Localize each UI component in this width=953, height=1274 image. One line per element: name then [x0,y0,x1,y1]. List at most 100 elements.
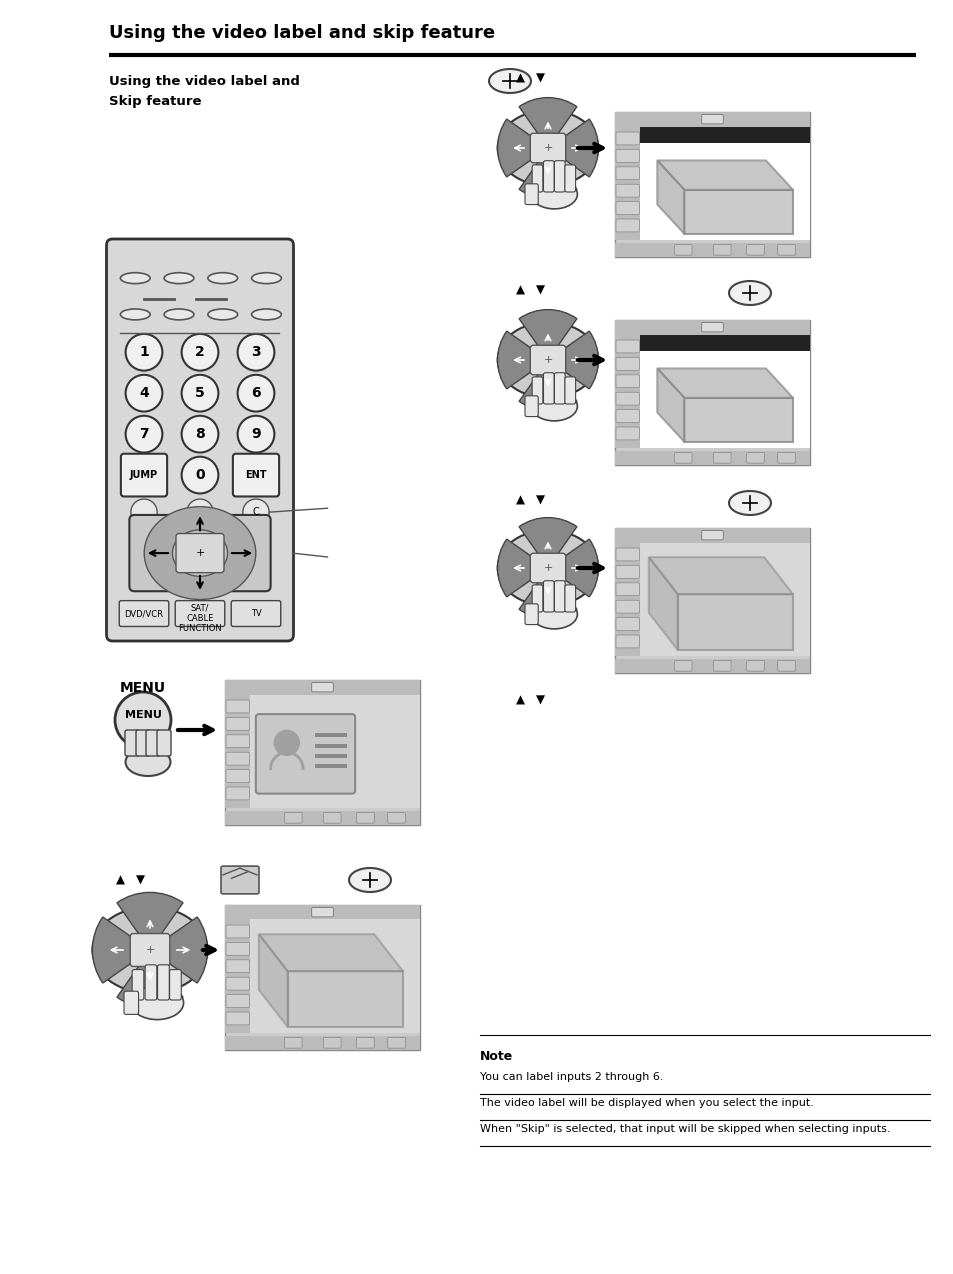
Polygon shape [288,971,402,1027]
FancyBboxPatch shape [616,618,639,631]
Bar [615,320,809,335]
Ellipse shape [531,391,577,420]
Text: Note: Note [479,1050,513,1063]
Text: +: + [195,548,205,558]
Ellipse shape [164,310,193,320]
FancyBboxPatch shape [226,769,249,782]
Text: 0: 0 [195,468,205,482]
FancyBboxPatch shape [136,730,150,755]
Polygon shape [258,934,288,1027]
FancyBboxPatch shape [226,925,249,938]
FancyBboxPatch shape [524,604,537,624]
Wedge shape [518,517,577,568]
Ellipse shape [208,310,237,320]
Wedge shape [547,331,598,389]
FancyBboxPatch shape [713,245,730,255]
FancyBboxPatch shape [175,534,224,573]
Wedge shape [547,118,598,177]
Text: C: C [253,507,259,517]
FancyBboxPatch shape [170,970,181,1000]
Bar [225,680,419,826]
Ellipse shape [208,273,237,284]
Text: 6: 6 [251,386,260,400]
Text: Using the video label and skip feature: Using the video label and skip feature [109,24,495,42]
Wedge shape [518,310,577,361]
Text: 2: 2 [195,345,205,359]
Ellipse shape [349,868,391,892]
Ellipse shape [497,322,598,397]
FancyBboxPatch shape [387,1037,405,1049]
FancyBboxPatch shape [226,995,249,1008]
Bar [615,543,639,656]
Ellipse shape [120,310,150,320]
FancyBboxPatch shape [312,907,333,917]
Circle shape [126,334,162,371]
FancyBboxPatch shape [312,683,333,692]
Bar [615,335,639,447]
Text: 4: 4 [139,386,149,400]
FancyBboxPatch shape [226,752,249,766]
FancyBboxPatch shape [530,345,565,375]
FancyBboxPatch shape [356,1037,374,1049]
FancyBboxPatch shape [564,377,575,404]
Ellipse shape [252,273,281,284]
Ellipse shape [172,530,228,576]
Wedge shape [547,539,598,598]
FancyBboxPatch shape [532,377,542,404]
FancyBboxPatch shape [746,245,763,255]
Ellipse shape [728,282,770,304]
Bar [615,126,639,240]
Text: ▼: ▼ [535,493,544,507]
Polygon shape [657,161,683,234]
Bar [250,694,419,808]
FancyBboxPatch shape [130,515,271,591]
Polygon shape [258,934,402,971]
Wedge shape [150,917,208,984]
Text: ▼: ▼ [535,284,544,297]
Text: ▼: ▼ [135,874,144,887]
FancyBboxPatch shape [226,943,249,956]
Bar [225,905,419,920]
Circle shape [181,456,218,493]
FancyBboxPatch shape [616,634,639,648]
Wedge shape [497,331,547,389]
Wedge shape [117,950,183,1008]
Text: 9: 9 [251,427,260,441]
Bar [314,744,347,748]
Bar [615,112,809,257]
FancyBboxPatch shape [233,454,279,497]
FancyBboxPatch shape [121,454,167,497]
FancyBboxPatch shape [564,585,575,612]
Ellipse shape [497,110,598,186]
FancyBboxPatch shape [616,219,639,232]
Ellipse shape [497,530,598,606]
FancyBboxPatch shape [226,977,249,990]
Circle shape [131,499,157,525]
FancyBboxPatch shape [616,600,639,613]
Text: +: + [145,945,154,956]
Polygon shape [677,594,792,650]
Wedge shape [518,568,577,618]
FancyBboxPatch shape [284,813,302,823]
Circle shape [181,415,218,452]
FancyBboxPatch shape [221,866,258,894]
Bar [225,810,419,826]
Bar [615,451,809,465]
FancyBboxPatch shape [226,787,249,800]
FancyBboxPatch shape [616,167,639,180]
FancyBboxPatch shape [146,730,160,755]
FancyBboxPatch shape [226,959,249,973]
Bar [615,527,809,543]
Polygon shape [683,397,792,442]
FancyBboxPatch shape [701,115,722,124]
Wedge shape [92,917,150,984]
Circle shape [274,730,300,755]
FancyBboxPatch shape [777,452,795,464]
Circle shape [187,499,213,525]
FancyBboxPatch shape [616,582,639,596]
FancyBboxPatch shape [564,164,575,192]
FancyBboxPatch shape [616,185,639,197]
Polygon shape [683,190,792,234]
FancyBboxPatch shape [616,566,639,578]
Wedge shape [497,118,547,177]
